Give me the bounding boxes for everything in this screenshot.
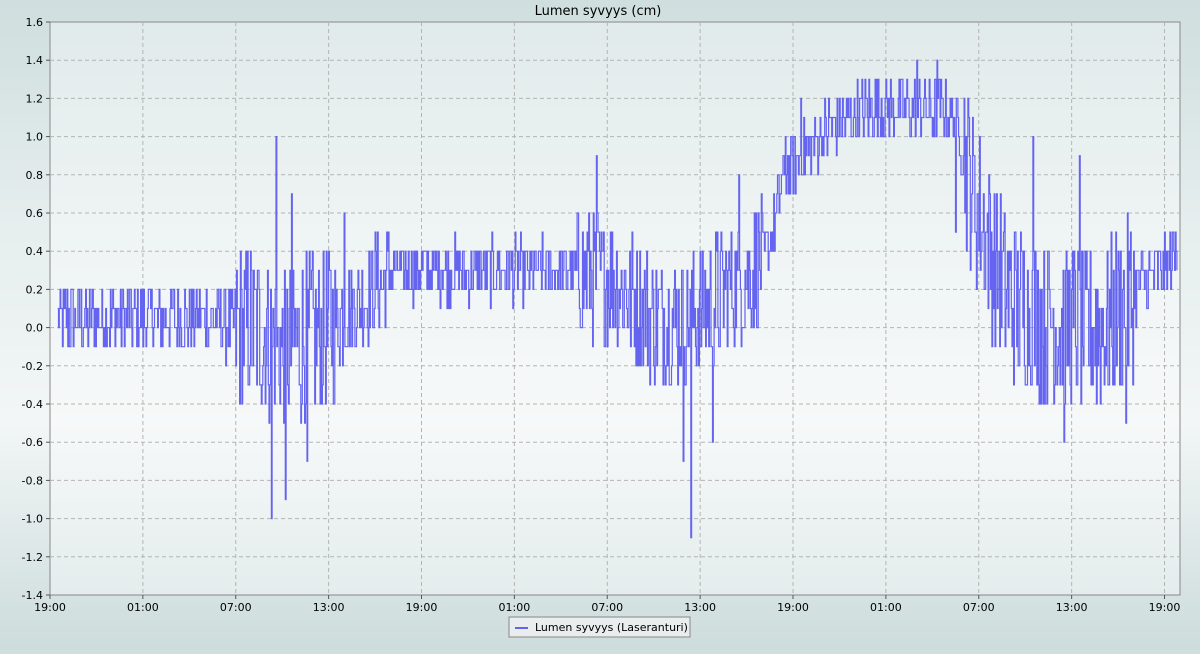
y-tick-label: -1.0 — [22, 513, 43, 526]
y-tick-label: -0.6 — [22, 436, 43, 449]
y-tick-label: 1.4 — [26, 54, 44, 67]
y-tick-label: 0.8 — [26, 169, 44, 182]
y-tick-label: 0.0 — [26, 322, 44, 335]
y-tick-label: -1.4 — [22, 589, 43, 602]
y-tick-label: -0.2 — [22, 360, 43, 373]
x-tick-label: 07:00 — [220, 601, 252, 614]
y-axis: 1.6 1.4 1.2 1.0 0.8 0.6 0.4 0.2 0.0 -0.2 -0.4 -0.6 -… — [22, 16, 50, 602]
x-tick-label: 01:00 — [499, 601, 531, 614]
series-line — [57, 59, 1178, 539]
x-tick-label: 07:00 — [963, 601, 995, 614]
x-tick-label: 01:00 — [127, 601, 159, 614]
y-tick-label: -1.2 — [22, 551, 43, 564]
x-tick-label: 19:00 — [777, 601, 809, 614]
x-tick-label: 13:00 — [684, 601, 716, 614]
y-tick-label: 1.6 — [26, 16, 44, 29]
x-tick-label: 19:00 — [406, 601, 438, 614]
x-tick-label: 01:00 — [870, 601, 902, 614]
legend-label: Lumen syvyys (Laseranturi) — [535, 621, 688, 634]
y-tick-label: -0.8 — [22, 474, 43, 487]
y-tick-label: 0.2 — [26, 283, 44, 296]
x-axis: 19:00 01:00 07:00 13:00 19:00 01:00 07:00 13:00… — [34, 595, 1180, 614]
x-tick-label: 19:00 — [34, 601, 66, 614]
y-tick-label: 0.6 — [26, 207, 44, 220]
x-tick-label: 19:00 — [1149, 601, 1181, 614]
y-tick-label: -0.4 — [22, 398, 43, 411]
x-tick-label: 07:00 — [591, 601, 623, 614]
x-tick-label: 13:00 — [1056, 601, 1088, 614]
y-tick-label: 1.0 — [26, 131, 44, 144]
legend[interactable]: Lumen syvyys (Laseranturi) — [508, 616, 691, 638]
legend-box — [508, 616, 691, 638]
series-layer — [57, 59, 1178, 539]
x-tick-label: 13:00 — [313, 601, 345, 614]
y-tick-label: 1.2 — [26, 92, 44, 105]
y-tick-label: 0.4 — [26, 245, 44, 258]
chart-title: Lumen syvyys (cm) — [535, 4, 662, 19]
